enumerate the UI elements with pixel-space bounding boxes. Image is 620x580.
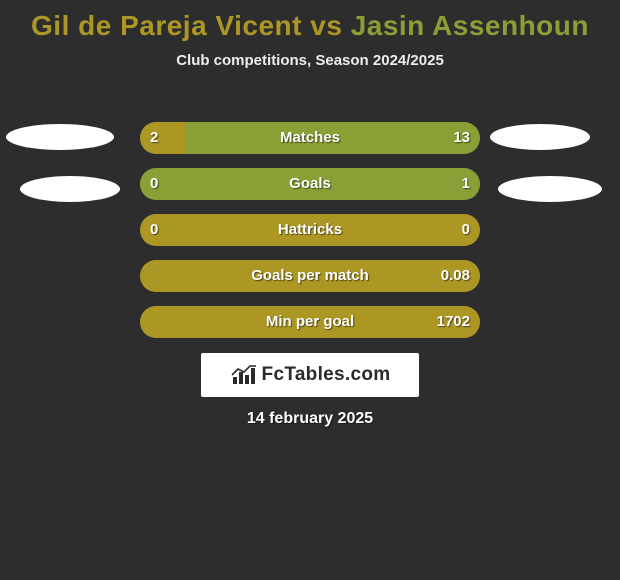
logo-text: FcTables.com	[262, 364, 391, 386]
oval-icon	[490, 124, 590, 150]
player2-name: Jasin Assenhoun	[351, 10, 589, 41]
player1-name: Gil de Pareja Vicent	[31, 10, 302, 41]
oval-icon	[6, 124, 114, 150]
metric-row: 0.08Goals per match	[0, 260, 620, 306]
metric-rows: 213Matches01Goals00Hattricks0.08Goals pe…	[0, 122, 620, 352]
vs-text: vs	[310, 10, 342, 41]
metric-label: Goals per match	[140, 260, 480, 292]
metric-label: Hattricks	[140, 214, 480, 246]
metric-label: Min per goal	[140, 306, 480, 338]
metric-label: Matches	[140, 122, 480, 154]
subtitle: Club competitions, Season 2024/2025	[0, 52, 620, 69]
barchart-icon	[230, 363, 258, 387]
oval-icon	[498, 176, 602, 202]
date-text: 14 february 2025	[0, 410, 620, 428]
title: Gil de Pareja Vicent vs Jasin Assenhoun	[0, 0, 620, 42]
metric-row: 1702Min per goal	[0, 306, 620, 352]
oval-icon	[20, 176, 120, 202]
comparison-infographic: Gil de Pareja Vicent vs Jasin Assenhoun …	[0, 0, 620, 580]
logo-box: FcTables.com	[201, 353, 419, 397]
metric-label: Goals	[140, 168, 480, 200]
metric-row: 00Hattricks	[0, 214, 620, 260]
